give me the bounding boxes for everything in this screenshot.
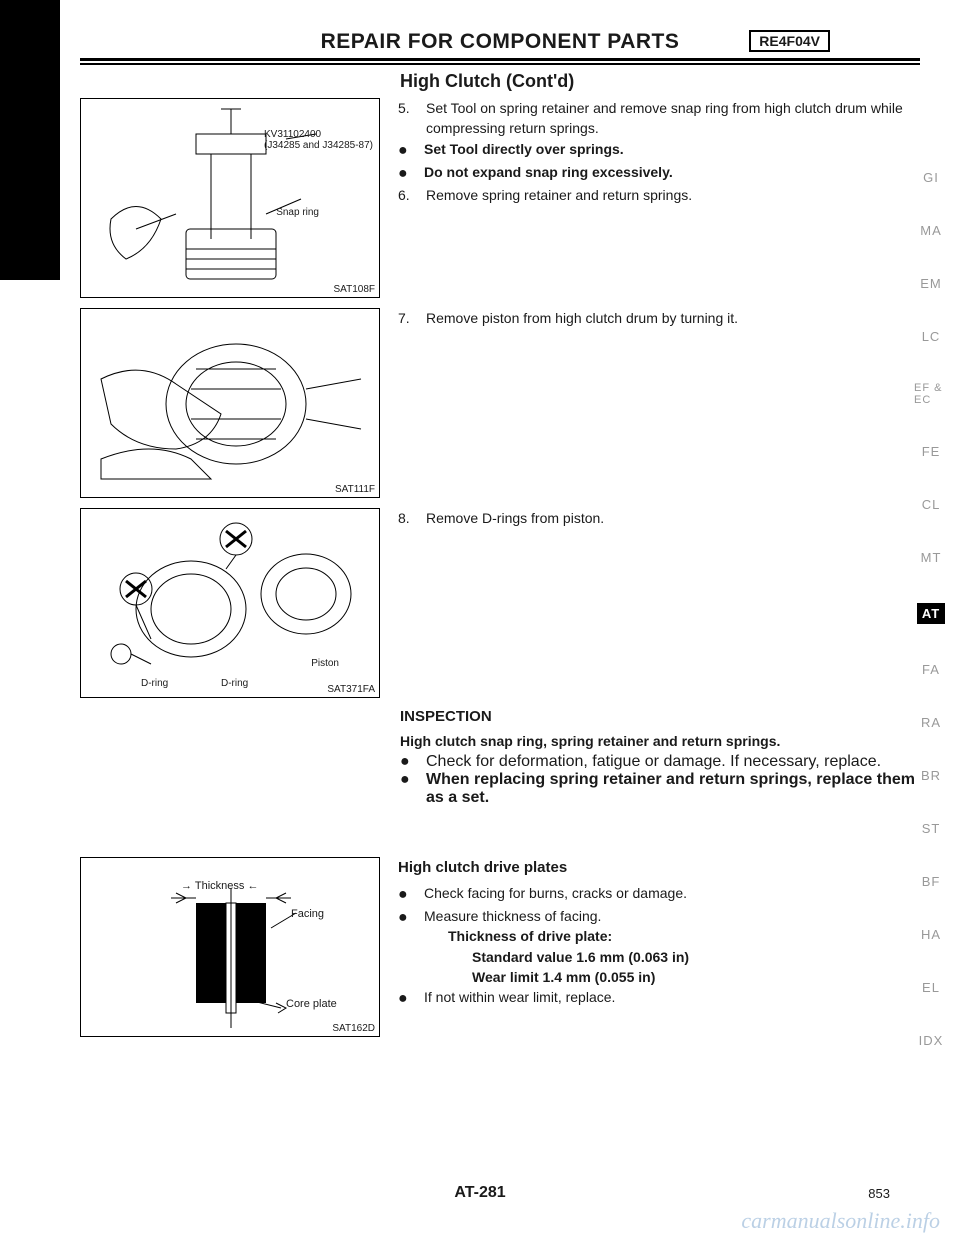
fig1-snap-ring-label: Snap ring bbox=[276, 207, 319, 218]
page-number: 853 bbox=[868, 1186, 890, 1201]
fig4-core-label: Core plate bbox=[286, 998, 337, 1010]
inspection-sub1-title: High clutch snap ring, spring retainer a… bbox=[400, 733, 920, 749]
text-step5-6: 5. Set Tool on spring retainer and remov… bbox=[398, 98, 920, 205]
drive-plates-b3-text: If not within wear limit, replace. bbox=[424, 987, 615, 1010]
subsection-title: High Clutch (Cont'd) bbox=[400, 71, 920, 92]
tag-fa: FA bbox=[922, 662, 940, 677]
row-step8: Piston D-ring D-ring SAT371FA 8. Remove … bbox=[80, 508, 920, 698]
bullet-icon: ● bbox=[398, 883, 412, 906]
figure-3-sketch bbox=[81, 509, 381, 699]
fig4-thickness-label: → Thickness ← bbox=[181, 880, 258, 892]
fig1-caption: SAT108F bbox=[334, 284, 376, 295]
figure-1: KV31102400 (J34285 and J34285-87) Snap r… bbox=[80, 98, 380, 298]
fig4-facing-label: Facing bbox=[291, 908, 324, 920]
tag-at-active: AT bbox=[917, 603, 945, 624]
left-margin-bar bbox=[0, 0, 60, 280]
fig4-thickness-text: Thickness bbox=[195, 880, 245, 892]
watermark: carmanualsonline.info bbox=[741, 1208, 940, 1234]
bullet-icon: ● bbox=[398, 987, 412, 1010]
tag-ra: RA bbox=[921, 715, 941, 730]
tag-ma: MA bbox=[920, 223, 942, 238]
step-8: 8. Remove D-rings from piston. bbox=[398, 508, 920, 528]
step-8-text: Remove D-rings from piston. bbox=[426, 508, 604, 528]
model-code-box: RE4F04V bbox=[749, 30, 830, 52]
tag-el: EL bbox=[922, 980, 940, 995]
inspection-section: INSPECTION High clutch snap ring, spring… bbox=[400, 708, 920, 807]
page-code: AT-281 bbox=[454, 1184, 505, 1201]
fig1-tool-sub: (J34285 and J34285-87) bbox=[264, 140, 373, 151]
inspection-heading: INSPECTION bbox=[400, 708, 920, 725]
step-6: 6. Remove spring retainer and return spr… bbox=[398, 185, 920, 205]
inspection-sub1-b2-text: When replacing spring retainer and retur… bbox=[426, 771, 920, 807]
row-step7: SAT111F 7. Remove piston from high clutc… bbox=[80, 308, 920, 498]
fig1-tool-no: KV31102400 bbox=[264, 129, 321, 140]
step-num: 7. bbox=[398, 308, 412, 328]
fig3-dring2-label: D-ring bbox=[221, 678, 248, 689]
text-step8: 8. Remove D-rings from piston. bbox=[398, 508, 920, 528]
figure-2: SAT111F bbox=[80, 308, 380, 498]
text-step7: 7. Remove piston from high clutch drum b… bbox=[398, 308, 920, 328]
bullet-icon: ● bbox=[398, 139, 412, 162]
page-footer: AT-281 853 bbox=[0, 1184, 960, 1202]
tag-br: BR bbox=[921, 768, 941, 783]
standard-value: Standard value 1.6 mm (0.063 in) bbox=[472, 947, 689, 967]
fig3-piston-label: Piston bbox=[311, 658, 339, 669]
step-5-bullet2: ● Do not expand snap ring excessively. bbox=[398, 162, 920, 185]
fig3-dring1-label: D-ring bbox=[141, 678, 168, 689]
figure-2-sketch bbox=[81, 309, 381, 499]
inspection-sub1-b2: ● When replacing spring retainer and ret… bbox=[400, 771, 920, 807]
inspection-sub1-b1: ● Check for deformation, fatigue or dama… bbox=[400, 753, 920, 771]
step-num: 5. bbox=[398, 98, 412, 139]
page-header: REPAIR FOR COMPONENT PARTS RE4F04V bbox=[80, 30, 920, 54]
drive-plates-b3: ● If not within wear limit, replace. bbox=[398, 987, 920, 1010]
row-step5: KV31102400 (J34285 and J34285-87) Snap r… bbox=[80, 98, 920, 298]
tag-fe: FE bbox=[922, 444, 941, 459]
bullet-icon: ● bbox=[400, 771, 414, 807]
step-5-bullet1: ● Set Tool directly over springs. bbox=[398, 139, 920, 162]
text-drive-plates: High clutch drive plates ● Check facing … bbox=[398, 857, 920, 1010]
inspection-sub1-b1-text: Check for deformation, fatigue or damage… bbox=[426, 753, 881, 771]
step-6-text: Remove spring retainer and return spring… bbox=[426, 185, 692, 205]
drive-plates-b2-block: Measure thickness of facing. Thickness o… bbox=[424, 906, 689, 987]
step-num: 8. bbox=[398, 508, 412, 528]
tag-bf: BF bbox=[922, 874, 941, 889]
step-5: 5. Set Tool on spring retainer and remov… bbox=[398, 98, 920, 139]
tag-ha: HA bbox=[921, 927, 941, 942]
drive-plates-b2: ● Measure thickness of facing. Thickness… bbox=[398, 906, 920, 987]
drive-plates-title: High clutch drive plates bbox=[398, 857, 920, 879]
bullet-icon: ● bbox=[398, 162, 412, 185]
step-num: 6. bbox=[398, 185, 412, 205]
bullet-icon: ● bbox=[400, 753, 414, 771]
wear-limit: Wear limit 1.4 mm (0.055 in) bbox=[472, 967, 689, 987]
fig3-caption: SAT371FA bbox=[327, 684, 375, 695]
tag-em: EM bbox=[920, 276, 942, 291]
tag-mt: MT bbox=[921, 550, 942, 565]
fig2-caption: SAT111F bbox=[335, 484, 375, 495]
row-drive-plates: → Thickness ← Facing Core plate SAT162D … bbox=[80, 857, 920, 1037]
tag-cl: CL bbox=[922, 497, 941, 512]
fig1-tool-label: KV31102400 (J34285 and J34285-87) bbox=[264, 129, 373, 151]
step-7-text: Remove piston from high clutch drum by t… bbox=[426, 308, 738, 328]
figure-4: → Thickness ← Facing Core plate SAT162D bbox=[80, 857, 380, 1037]
bullet-icon: ● bbox=[398, 906, 412, 987]
tag-efec: EF & EC bbox=[914, 382, 948, 406]
tag-st: ST bbox=[922, 821, 941, 836]
step-5-b2-text: Do not expand snap ring excessively. bbox=[424, 162, 673, 185]
tag-lc: LC bbox=[922, 329, 941, 344]
rule-thick bbox=[80, 58, 920, 61]
thickness-label: Thickness of drive plate: bbox=[448, 926, 689, 946]
drive-plates-b1-text: Check facing for burns, cracks or damage… bbox=[424, 883, 687, 906]
drive-plates-b2-text: Measure thickness of facing. bbox=[424, 908, 601, 924]
rule-thin bbox=[80, 63, 920, 65]
drive-plates-b1: ● Check facing for burns, cracks or dama… bbox=[398, 883, 920, 906]
step-7: 7. Remove piston from high clutch drum b… bbox=[398, 308, 920, 328]
step-5-text: Set Tool on spring retainer and remove s… bbox=[426, 98, 920, 139]
step-5-b1-text: Set Tool directly over springs. bbox=[424, 139, 624, 162]
tag-idx: IDX bbox=[919, 1033, 944, 1048]
figure-3: Piston D-ring D-ring SAT371FA bbox=[80, 508, 380, 698]
fig4-caption: SAT162D bbox=[332, 1023, 375, 1034]
tag-gi: GI bbox=[923, 170, 939, 185]
section-index-tags: GI MA EM LC EF & EC FE CL MT AT FA RA BR… bbox=[914, 170, 948, 1048]
